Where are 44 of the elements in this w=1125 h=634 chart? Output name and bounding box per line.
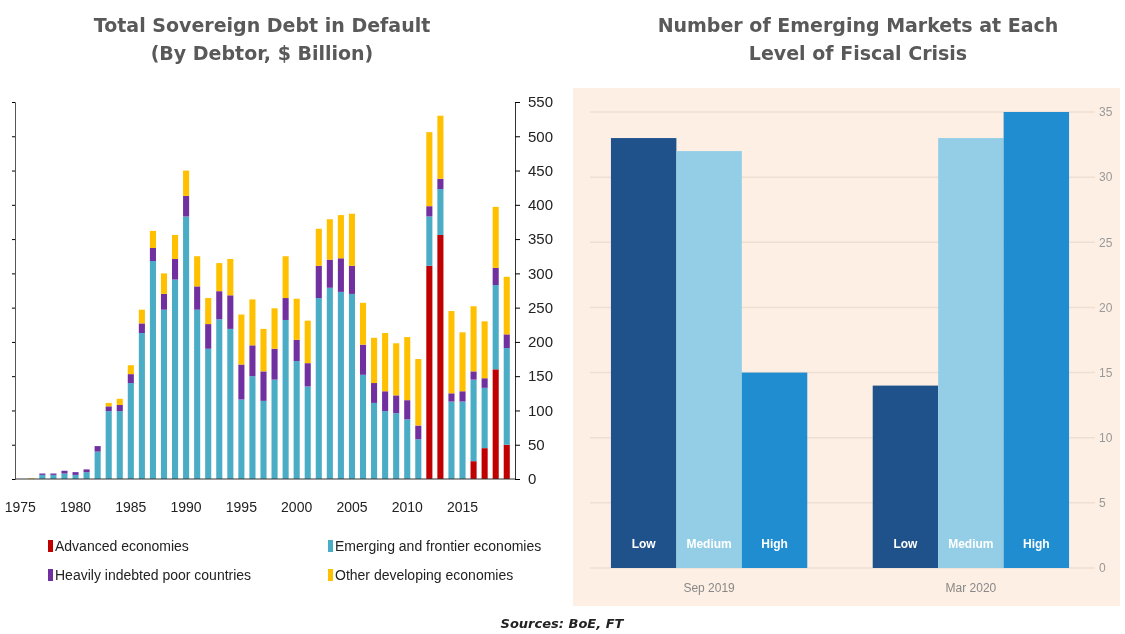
legend-label: Emerging and frontier economies bbox=[335, 538, 542, 554]
y-tick-label: 25 bbox=[1099, 235, 1113, 250]
y-tick-label: 50 bbox=[528, 436, 545, 454]
series-label: High bbox=[761, 537, 788, 551]
y-tick-label: 550 bbox=[528, 93, 554, 111]
series-label: Medium bbox=[686, 537, 732, 551]
x-tick-label: 1995 bbox=[225, 499, 258, 515]
text: Low bbox=[893, 537, 918, 551]
y-tick-label: 450 bbox=[528, 161, 554, 179]
text: High bbox=[1023, 537, 1050, 551]
y-tick-label: 100 bbox=[528, 401, 554, 419]
x-tick-label: 1975 bbox=[4, 499, 37, 515]
y-tick-label: 0 bbox=[528, 470, 537, 488]
y-tick-label: 400 bbox=[528, 196, 554, 214]
chart-title: Total Sovereign Debt in Default (By Debtor, $ Billion) bbox=[93, 14, 431, 64]
y-tick-label: 30 bbox=[1099, 170, 1113, 185]
x-tick-label: 2010 bbox=[391, 499, 424, 515]
y-tick-label: 200 bbox=[528, 333, 554, 351]
y-tick-label: 300 bbox=[528, 264, 554, 282]
y-tick-label: 500 bbox=[528, 127, 554, 145]
x-tick-label: Mar 2020 bbox=[945, 581, 997, 595]
x-tick-label: 2000 bbox=[281, 499, 313, 515]
x-tick-label: 1980 bbox=[59, 499, 92, 515]
y-tick-label: 20 bbox=[1099, 300, 1113, 315]
x-tick-label: 2005 bbox=[336, 499, 368, 515]
legend-label: Other developing economies bbox=[335, 567, 514, 583]
y-tick-label: 250 bbox=[528, 298, 554, 316]
y-tick-label: 0 bbox=[1099, 561, 1106, 576]
y-tick-label: 150 bbox=[528, 367, 554, 385]
x-tick-label: 1990 bbox=[170, 499, 202, 515]
y-tick-label: 5 bbox=[1099, 496, 1106, 511]
y-tick-label: 15 bbox=[1099, 365, 1113, 380]
text: Medium bbox=[948, 537, 994, 551]
y-tick-label: 350 bbox=[528, 230, 554, 248]
chart-title: Number of Emerging Markets at Each Level of Fiscal Crisis bbox=[657, 14, 1059, 64]
series-label: Low bbox=[631, 537, 657, 551]
y-tick-label: 35 bbox=[1099, 105, 1113, 120]
x-tick-label: 2015 bbox=[446, 499, 479, 515]
legend-label: Advanced economies bbox=[55, 538, 189, 554]
y-tick-label: 10 bbox=[1099, 431, 1113, 446]
source-note: Sources: BoE, FT bbox=[500, 616, 625, 631]
legend-label: Heavily indebted poor countries bbox=[55, 567, 252, 583]
x-tick-label: Sep 2019 bbox=[683, 581, 736, 595]
x-tick-label: 1985 bbox=[115, 499, 147, 515]
